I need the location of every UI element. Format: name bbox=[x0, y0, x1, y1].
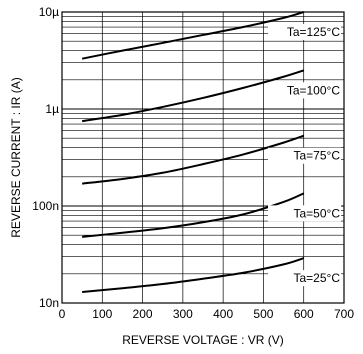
ticks: 0 100 200 300 400 500 600 700 10n 100n 1µ 10µ bbox=[32, 5, 354, 321]
y-axis-label: REVERSE CURRENT : IR (A) bbox=[9, 77, 23, 237]
x-tick-label: 0 bbox=[59, 307, 66, 321]
series-line bbox=[82, 192, 305, 238]
series-line bbox=[81, 69, 305, 123]
series-labels: Ta=125°C Ta=100°C Ta=75°C Ta=50°C Ta=25°C bbox=[268, 24, 341, 287]
series-label-background bbox=[268, 270, 341, 287]
series-label: Ta=50°C bbox=[294, 206, 341, 220]
series-label: Ta=25°C bbox=[294, 271, 341, 285]
x-axis-label: REVERSE VOLTAGE : VR (V) bbox=[122, 333, 284, 347]
series-label: Ta=100°C bbox=[287, 83, 341, 97]
y-tick-label: 10µ bbox=[39, 5, 59, 19]
series-label-background bbox=[268, 147, 341, 164]
series-label: Ta=75°C bbox=[294, 149, 341, 163]
x-tick-label: 300 bbox=[173, 307, 193, 321]
x-tick-label: 500 bbox=[253, 307, 273, 321]
series-label-background bbox=[268, 205, 341, 222]
series-line bbox=[82, 134, 305, 185]
series-label-background bbox=[268, 24, 341, 40]
series-line bbox=[82, 257, 305, 293]
x-tick-label: 100 bbox=[92, 307, 112, 321]
x-tick-label: 400 bbox=[213, 307, 233, 321]
series-line bbox=[81, 11, 304, 60]
curves bbox=[81, 11, 305, 293]
y-tick-label: 1µ bbox=[45, 102, 59, 116]
y-tick-label: 10n bbox=[39, 296, 59, 310]
plot-frame bbox=[61, 11, 345, 304]
x-tick-label: 200 bbox=[133, 307, 153, 321]
y-tick-label: 100n bbox=[32, 199, 59, 213]
series-label-background bbox=[268, 82, 341, 99]
x-tick-label: 700 bbox=[334, 307, 354, 321]
x-tick-label: 600 bbox=[294, 307, 314, 321]
series-label: Ta=125°C bbox=[287, 25, 341, 39]
